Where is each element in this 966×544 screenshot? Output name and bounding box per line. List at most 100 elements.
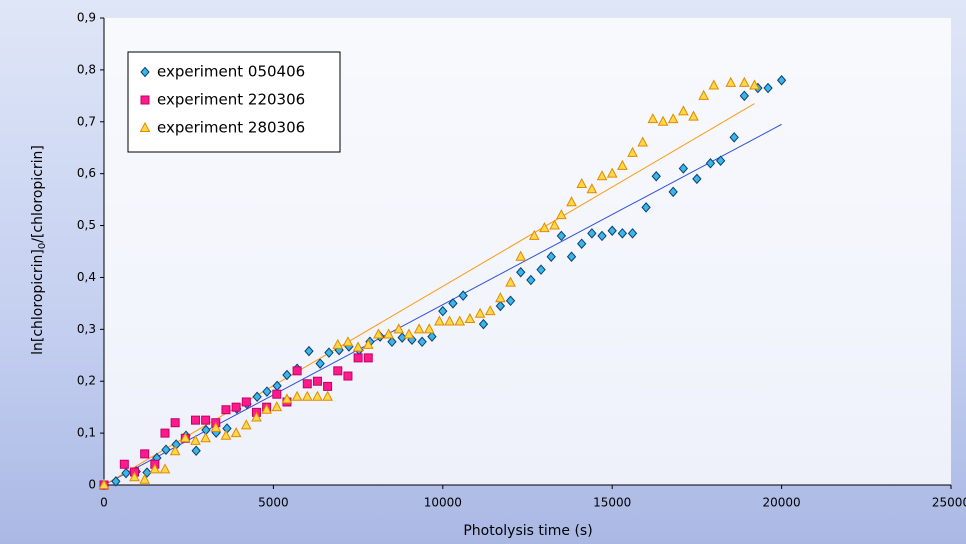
point bbox=[301, 390, 313, 401]
point bbox=[140, 449, 150, 459]
point bbox=[478, 318, 489, 330]
point bbox=[324, 347, 334, 358]
point bbox=[139, 473, 150, 484]
point bbox=[606, 167, 618, 178]
point bbox=[729, 132, 739, 143]
y-label-sub: 0 bbox=[37, 243, 48, 249]
legend-box bbox=[127, 51, 341, 153]
point bbox=[240, 419, 252, 430]
point bbox=[417, 336, 427, 348]
point bbox=[200, 432, 211, 443]
point bbox=[607, 225, 617, 236]
legend: experiment 050406 experiment 220306 experi… bbox=[127, 51, 341, 153]
legend-label: experiment 050406 bbox=[157, 63, 305, 81]
point bbox=[373, 328, 384, 339]
point bbox=[495, 300, 506, 312]
point bbox=[393, 323, 405, 334]
point bbox=[241, 397, 251, 407]
point bbox=[281, 393, 293, 404]
y-tick-label: 0,1 bbox=[77, 426, 96, 440]
point bbox=[201, 415, 211, 425]
point bbox=[332, 338, 344, 349]
x-tick-label: 10000 bbox=[424, 496, 462, 510]
point bbox=[140, 95, 150, 105]
point bbox=[304, 345, 314, 357]
point bbox=[641, 202, 651, 213]
point bbox=[458, 290, 468, 301]
point bbox=[688, 110, 699, 121]
point bbox=[739, 76, 750, 87]
point bbox=[539, 222, 550, 233]
point bbox=[210, 421, 222, 432]
point bbox=[566, 196, 577, 207]
y-tick-label: 0,7 bbox=[77, 114, 96, 128]
point bbox=[221, 405, 231, 415]
point bbox=[342, 336, 354, 347]
y-tick-label: 0,4 bbox=[77, 270, 96, 284]
point bbox=[423, 323, 435, 334]
point bbox=[159, 463, 171, 474]
x-tick-label: 15000 bbox=[593, 496, 631, 510]
point bbox=[651, 171, 661, 182]
point bbox=[617, 159, 628, 170]
point bbox=[302, 379, 312, 389]
point bbox=[464, 312, 476, 323]
point bbox=[119, 459, 129, 469]
point bbox=[271, 401, 283, 412]
y-tick-label: 0,9 bbox=[77, 11, 96, 25]
point bbox=[678, 163, 689, 174]
point bbox=[121, 467, 131, 479]
point bbox=[261, 403, 272, 414]
x-tick-label: 0 bbox=[100, 496, 108, 510]
point bbox=[272, 389, 282, 399]
point bbox=[292, 366, 302, 376]
point bbox=[169, 445, 181, 456]
point bbox=[637, 136, 649, 147]
point bbox=[647, 113, 659, 124]
point bbox=[140, 66, 150, 78]
point bbox=[333, 366, 343, 376]
point bbox=[427, 331, 437, 342]
point bbox=[549, 219, 560, 230]
point bbox=[526, 274, 536, 286]
y-label-part: ln[chloropicrin] bbox=[30, 249, 46, 355]
point bbox=[776, 75, 787, 86]
point bbox=[230, 427, 242, 438]
point bbox=[587, 228, 597, 239]
point bbox=[343, 371, 353, 381]
legend-label: experiment 220306 bbox=[157, 91, 305, 109]
point bbox=[596, 170, 608, 181]
point bbox=[454, 315, 466, 326]
point bbox=[566, 251, 577, 262]
point bbox=[190, 415, 200, 425]
point bbox=[692, 173, 702, 185]
point bbox=[763, 82, 773, 94]
point bbox=[546, 251, 556, 262]
point bbox=[627, 228, 638, 239]
point bbox=[291, 390, 303, 401]
point bbox=[323, 381, 333, 391]
point bbox=[516, 267, 526, 278]
point bbox=[403, 328, 415, 339]
point bbox=[576, 177, 588, 189]
point bbox=[383, 328, 394, 339]
point bbox=[220, 429, 232, 440]
point bbox=[444, 315, 455, 326]
point bbox=[397, 332, 407, 343]
x-tick-label: 20000 bbox=[763, 496, 801, 510]
point bbox=[667, 113, 679, 124]
point bbox=[252, 391, 262, 403]
point bbox=[322, 390, 333, 401]
point bbox=[160, 428, 170, 438]
legend-label: experiment 280306 bbox=[157, 119, 305, 137]
point bbox=[312, 390, 323, 401]
point bbox=[190, 434, 201, 445]
point bbox=[438, 305, 448, 317]
x-tick-label: 5000 bbox=[258, 496, 289, 510]
point bbox=[413, 323, 425, 334]
point bbox=[129, 471, 140, 482]
point bbox=[362, 338, 374, 349]
point bbox=[739, 90, 750, 102]
